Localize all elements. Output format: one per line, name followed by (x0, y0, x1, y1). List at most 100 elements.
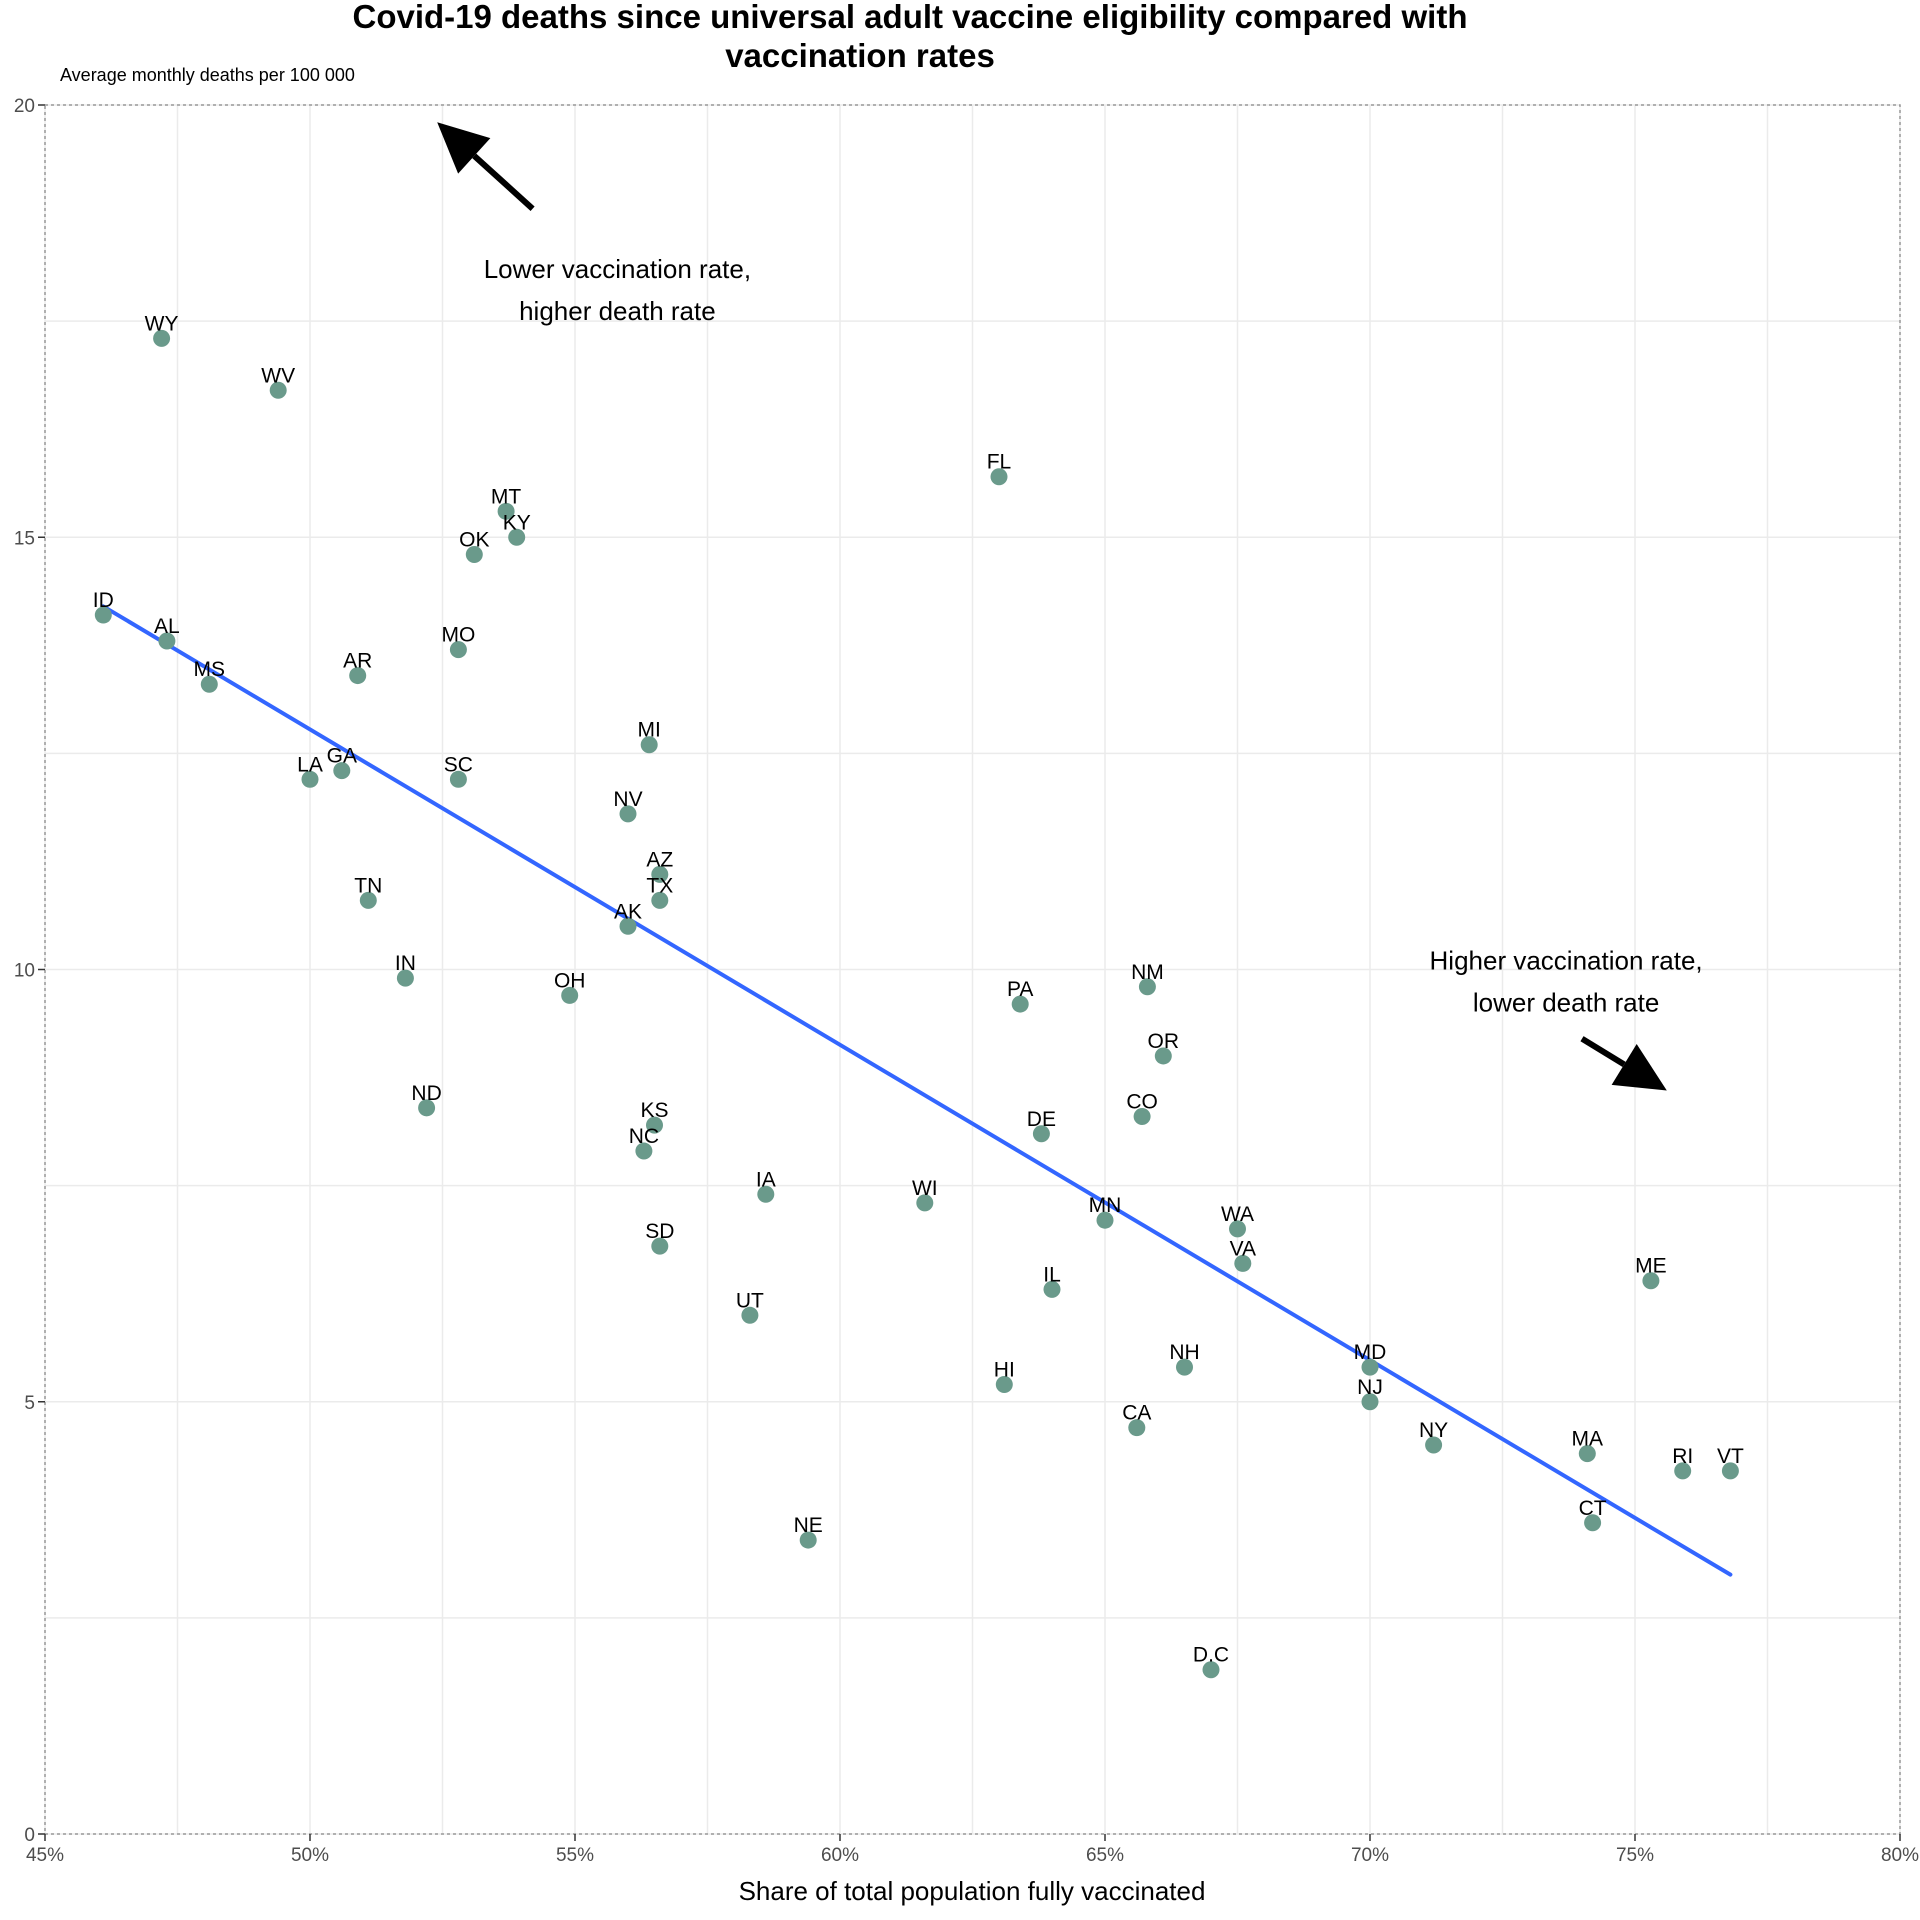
point-label-ms: MS (194, 658, 226, 681)
data-point-mt (497, 502, 515, 520)
point-label-fl: FL (987, 451, 1012, 474)
point-label-vt: VT (1717, 1445, 1744, 1468)
data-point-mi (640, 736, 658, 754)
point-label-ar: AR (343, 650, 372, 673)
data-point-or (1154, 1047, 1172, 1065)
data-point-hi (995, 1375, 1013, 1393)
point-label-wv: WV (261, 364, 295, 387)
point-label-de: DE (1027, 1108, 1056, 1131)
point-label-mt: MT (491, 485, 521, 508)
panel-border (44, 104, 1901, 1835)
point-label-co: CO (1126, 1090, 1158, 1113)
data-point-nv (619, 805, 637, 823)
data-point-al (158, 632, 176, 650)
data-point-sd (651, 1237, 669, 1255)
data-point-mn (1096, 1211, 1114, 1229)
point-label-nv: NV (613, 788, 642, 811)
point-label-ky: KY (503, 511, 531, 534)
point-label-ca: CA (1122, 1402, 1151, 1425)
point-label-ny: NY (1419, 1419, 1448, 1442)
annotation-0-line-1: higher death rate (519, 296, 716, 326)
y-tick-label: 10 (14, 961, 35, 982)
point-label-ma: MA (1572, 1428, 1604, 1451)
x-tick-label: 65% (1086, 1845, 1124, 1866)
data-point-ia (757, 1185, 775, 1203)
data-point-me (1642, 1272, 1660, 1290)
point-label-id: ID (93, 589, 114, 612)
data-point-ca (1128, 1419, 1146, 1437)
point-label-nd: ND (411, 1082, 441, 1105)
point-label-la: LA (297, 753, 323, 776)
data-point-wi (916, 1194, 934, 1212)
annotation-1-line-0: Higher vaccination rate, (1430, 946, 1703, 976)
grid (44, 104, 1901, 1835)
data-point-ut (741, 1306, 759, 1324)
point-label-ak: AK (614, 900, 642, 923)
data-point-ar (349, 667, 367, 685)
data-point-wv (269, 381, 287, 399)
data-point-in (396, 969, 414, 987)
data-point-nc (635, 1142, 653, 1160)
data-point-id (94, 606, 112, 624)
x-tick-label: 60% (821, 1845, 859, 1866)
data-point-mo (449, 641, 467, 659)
data-point-ne (799, 1531, 817, 1549)
point-label-nj: NJ (1357, 1376, 1383, 1399)
annotation-0-line-0: Lower vaccination rate, (484, 254, 751, 284)
point-label-il: IL (1043, 1263, 1061, 1286)
point-label-ia: IA (756, 1168, 776, 1191)
data-point-dc (1202, 1661, 1220, 1679)
data-point-ks (646, 1116, 663, 1134)
annotations: Lower vaccination rate, higher death rate… (437, 122, 1703, 1091)
data-point-ga (333, 762, 351, 780)
y-tick-label: 15 (14, 528, 35, 549)
chart-title-line-2: vaccination rates (725, 37, 995, 74)
y-tick-label: 20 (14, 96, 35, 117)
data-point-ri (1674, 1462, 1692, 1480)
point-label-mn: MN (1089, 1194, 1122, 1217)
data-point-de (1032, 1125, 1050, 1143)
trend-line-group (101, 604, 1733, 1577)
data-point-tn (359, 891, 377, 909)
point-label-nh: NH (1169, 1341, 1199, 1364)
point-label-va: VA (1230, 1237, 1256, 1260)
point-label-sd: SD (645, 1220, 674, 1243)
data-point-ms (200, 675, 218, 693)
y-tick-label: 5 (24, 1393, 35, 1414)
point-label-ks: KS (640, 1099, 668, 1122)
point-label-tx: TX (646, 874, 673, 897)
point-label-wy: WY (145, 312, 179, 335)
data-point-nm (1138, 978, 1156, 996)
chart-subtitle: Average monthly deaths per 100 000 (60, 65, 355, 85)
data-point-il (1043, 1280, 1061, 1298)
data-point-ct (1584, 1514, 1602, 1532)
annotation-1-line-1: lower death rate (1473, 988, 1659, 1018)
data-point-az (651, 865, 669, 883)
x-tick-label: 80% (1881, 1845, 1919, 1866)
data-point-nj (1361, 1393, 1379, 1411)
point-label-ut: UT (736, 1289, 764, 1312)
point-label-mo: MO (441, 624, 475, 647)
trend-line (101, 604, 1733, 1577)
point-label-ga: GA (327, 745, 357, 768)
data-point-ma (1578, 1445, 1596, 1463)
point-label-dc: D.C (1193, 1644, 1229, 1667)
point-label-ri: RI (1672, 1445, 1693, 1468)
data-point-fl (990, 468, 1008, 486)
point-labels: WY WV FL MT KY OK ID AL MO AR MS MI GA SC LA NV AZ TX TN AK… (93, 312, 1744, 1666)
data-point-pa (1011, 995, 1029, 1013)
data-point-la (301, 770, 319, 788)
data-point-ok (465, 546, 483, 564)
data-point-wy (153, 329, 171, 347)
data-point-ak (619, 917, 637, 935)
y-tick-label: 0 (24, 1825, 35, 1846)
x-tick-label: 50% (291, 1845, 329, 1866)
x-tick-label: 45% (26, 1845, 64, 1866)
point-label-ct: CT (1579, 1497, 1607, 1520)
point-label-in: IN (395, 952, 416, 975)
x-tick-label: 75% (1616, 1845, 1654, 1866)
point-label-or: OR (1148, 1030, 1180, 1053)
data-point-md (1361, 1358, 1379, 1376)
data-point-wa (1229, 1220, 1246, 1238)
